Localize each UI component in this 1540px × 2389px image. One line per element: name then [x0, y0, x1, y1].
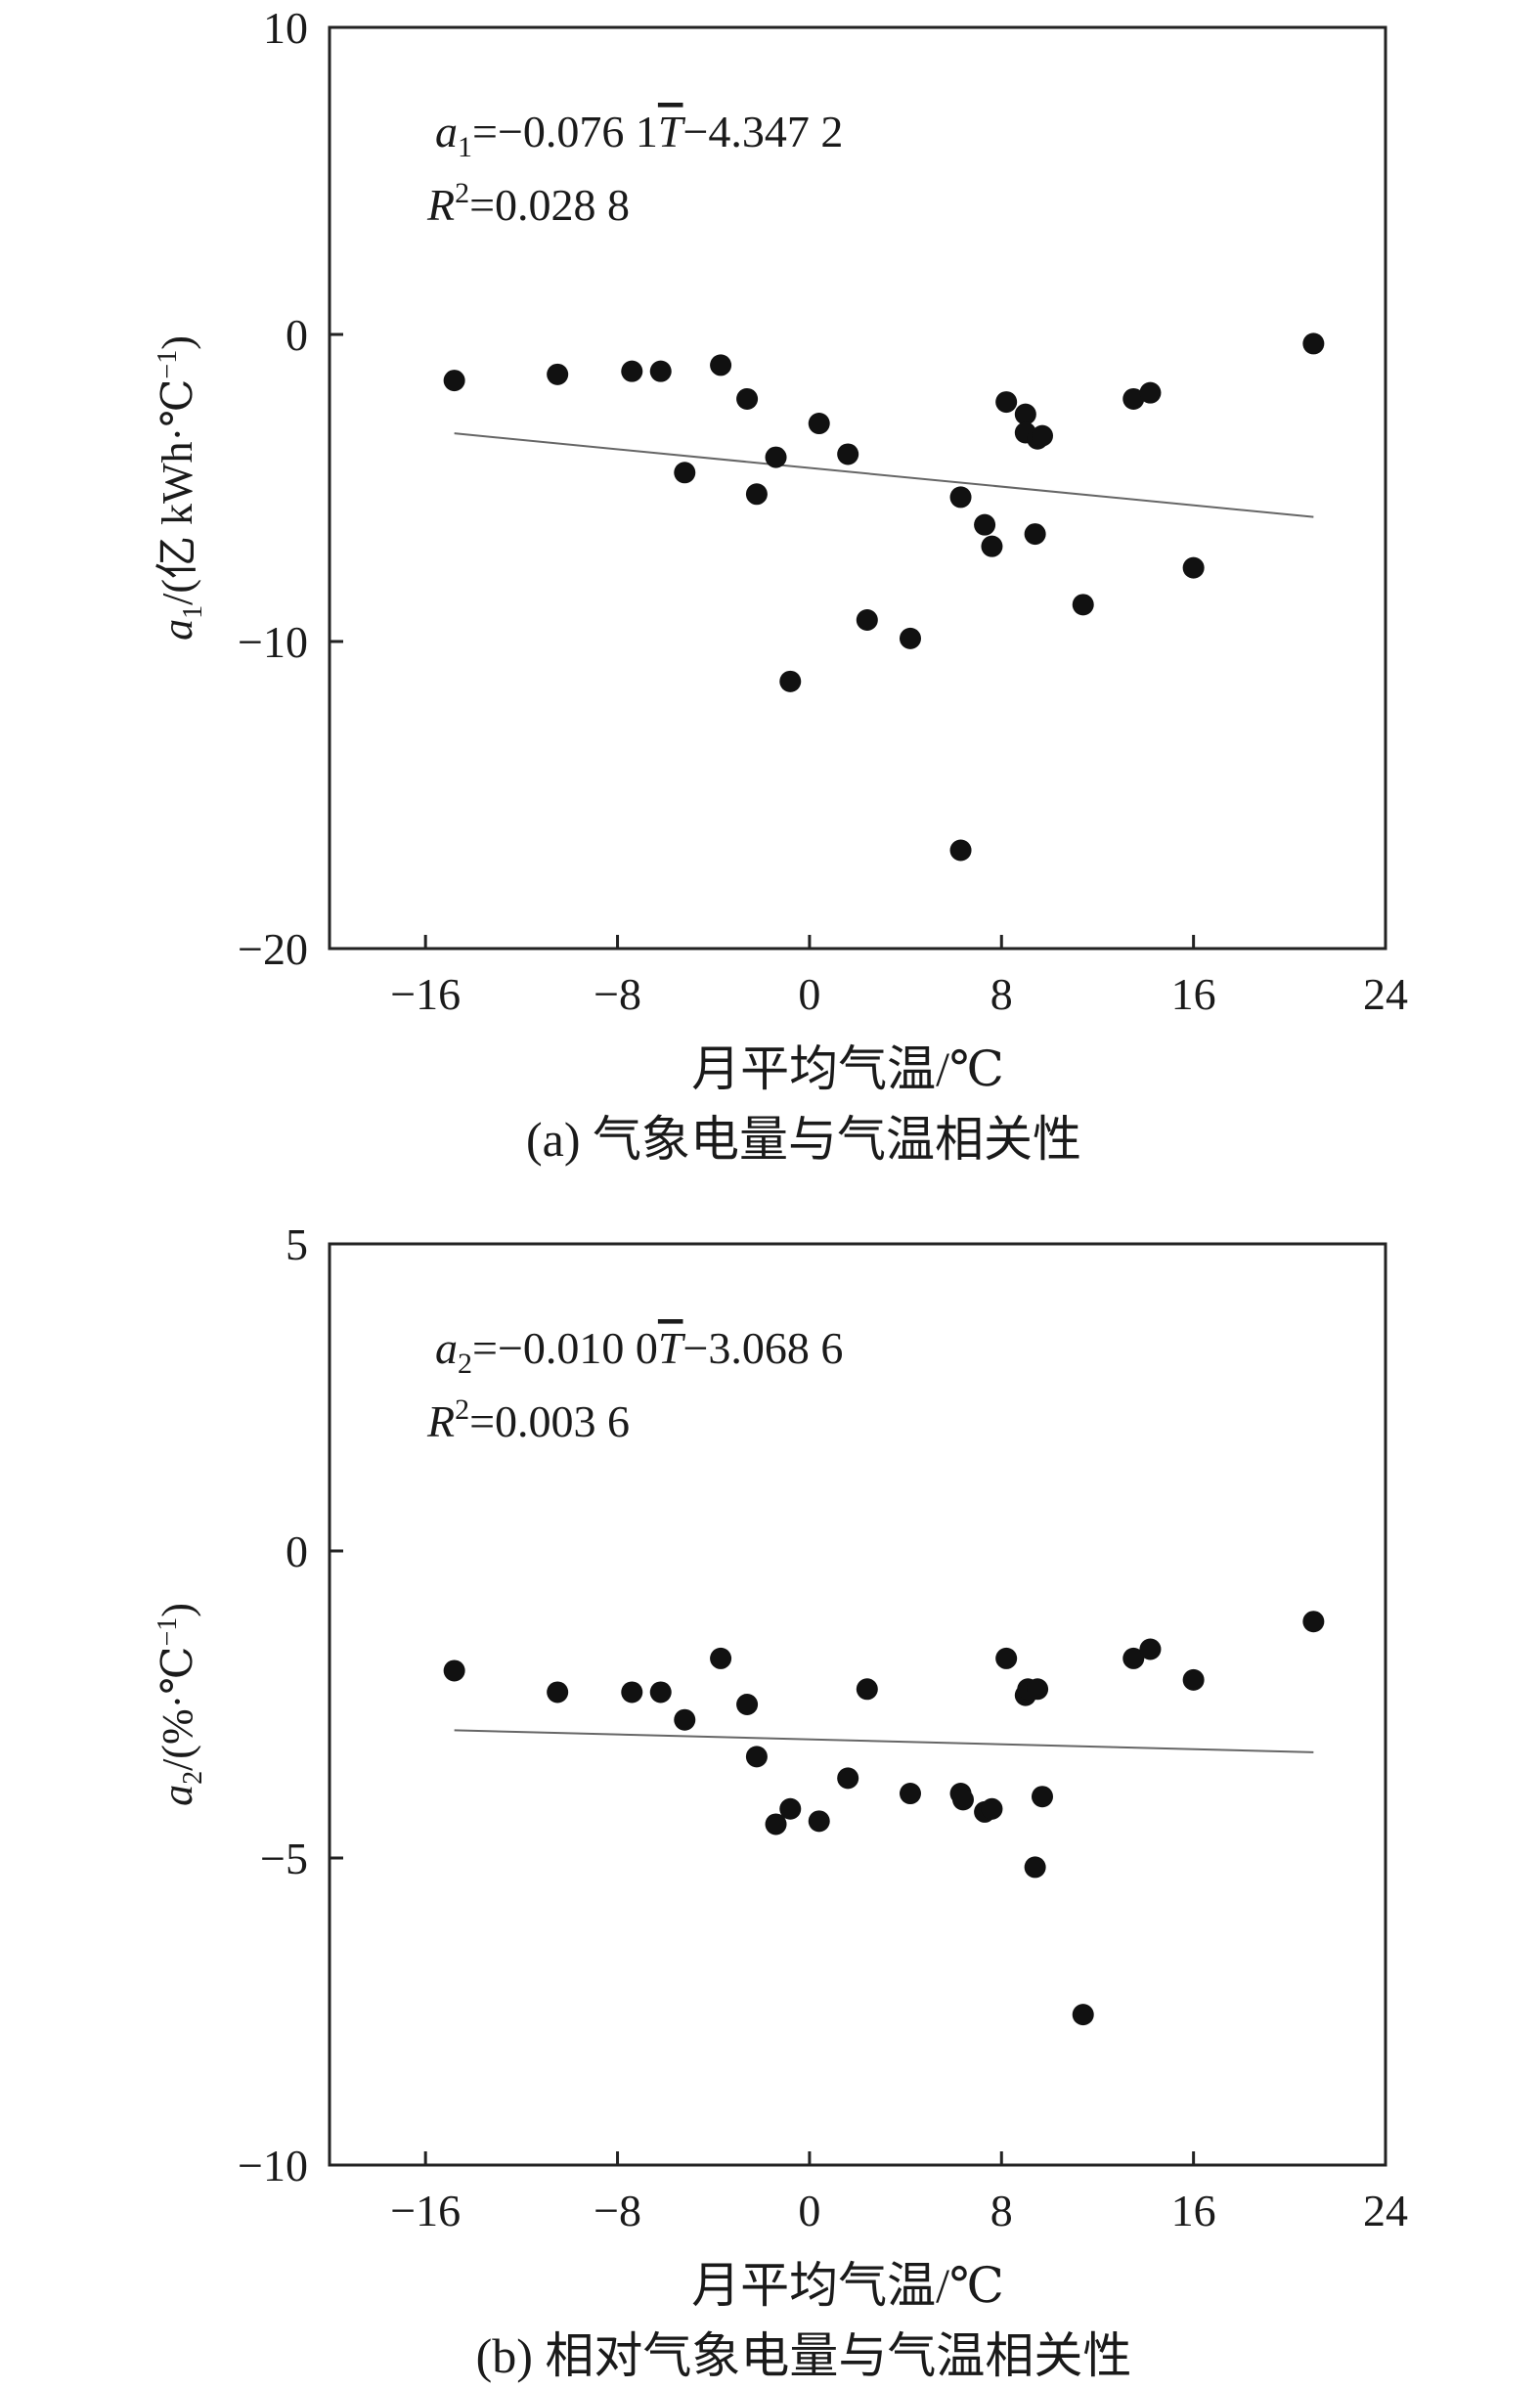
- data-point: [995, 391, 1018, 414]
- data-point: [900, 627, 921, 649]
- data-point: [808, 413, 830, 435]
- x-tick-label: 16: [1171, 2186, 1216, 2235]
- y-tick-label: −10: [238, 2141, 308, 2190]
- chart-panel-a: −16 −8 0 8 16 24 10 0 −10 −20 a1=−0.076 1T−4.347 2…: [153, 3, 1408, 1167]
- chart-panel-b: −16 −8 0 8 16 24 5 0 −5 −10 a2=−0.010 0T−3.068 6 R2…: [153, 1219, 1408, 2383]
- data-point: [900, 1783, 921, 1805]
- data-point: [1024, 1856, 1046, 1879]
- data-point: [547, 363, 569, 385]
- data-point: [856, 609, 878, 632]
- data-point: [1182, 1668, 1205, 1691]
- x-tick-label: −16: [390, 2186, 461, 2235]
- data-point: [1024, 523, 1046, 546]
- y-tick-label: 0: [286, 1526, 308, 1576]
- y-tick-label: 5: [286, 1219, 308, 1269]
- data-point: [1032, 1786, 1053, 1808]
- data-point: [1122, 387, 1145, 410]
- x-tick-label: 24: [1363, 969, 1408, 1019]
- data-point: [952, 1789, 974, 1811]
- data-point: [779, 1797, 802, 1820]
- data-point: [649, 360, 672, 382]
- x-tick-label: −8: [594, 2186, 641, 2235]
- data-point: [1139, 381, 1162, 404]
- data-point: [745, 483, 768, 506]
- data-point: [710, 354, 732, 376]
- data-point: [745, 1746, 768, 1768]
- y-axis-label: a1/(亿 kWh·℃−1): [153, 335, 208, 641]
- data-point: [981, 535, 1003, 557]
- data-point: [949, 486, 972, 509]
- data-point: [981, 1797, 1003, 1820]
- y-axis-label: a2/(%·℃−1): [153, 1603, 208, 1806]
- data-point: [995, 1647, 1018, 1669]
- data-point: [1302, 1611, 1325, 1633]
- x-tick-label: 24: [1363, 2186, 1408, 2235]
- x-tick-label: 8: [990, 969, 1013, 1019]
- data-point: [837, 1767, 859, 1790]
- data-point: [974, 513, 996, 536]
- y-tick-label: 0: [286, 310, 308, 360]
- data-point: [1302, 332, 1325, 355]
- x-axis-label: 月平均气温/℃: [691, 2258, 1004, 2313]
- data-point: [1032, 424, 1053, 447]
- data-point: [736, 1694, 759, 1715]
- data-point: [1072, 594, 1094, 616]
- data-point: [1182, 556, 1205, 579]
- r-squared: R2=0.028 8: [426, 177, 630, 230]
- data-point: [1014, 403, 1036, 425]
- y-tick-label: −5: [260, 1834, 308, 1883]
- data-point: [674, 462, 696, 484]
- x-tick-label: 0: [798, 969, 820, 1019]
- x-tick-label: 16: [1171, 969, 1216, 1019]
- data-point: [736, 387, 759, 410]
- data-point: [1122, 1647, 1145, 1669]
- x-tick-label: −16: [390, 969, 461, 1019]
- fit-line: [454, 1729, 1314, 1753]
- data-point: [443, 1659, 465, 1682]
- data-point: [765, 446, 787, 468]
- data-point: [808, 1810, 830, 1833]
- data-point: [856, 1678, 878, 1701]
- figure-caption: (a) 气象电量与气温相关性: [526, 1112, 1081, 1167]
- y-tick-label: −20: [238, 924, 308, 974]
- data-point: [779, 670, 802, 692]
- data-point: [1072, 2004, 1094, 2026]
- data-point: [443, 370, 465, 392]
- data-point: [649, 1681, 672, 1703]
- figure-caption: (b) 相对气象电量与气温相关性: [476, 2328, 1132, 2383]
- data-point: [1027, 1678, 1049, 1701]
- data-point: [765, 1813, 787, 1836]
- x-tick-label: −8: [594, 969, 641, 1019]
- regression-equation: a2=−0.010 0T−3.068 6: [435, 1323, 843, 1380]
- plot-frame: [328, 1242, 1387, 2167]
- fit-line: [454, 432, 1314, 518]
- regression-equation: a1=−0.076 1T−4.347 2: [435, 107, 843, 163]
- x-axis-label: 月平均气温/℃: [691, 1041, 1004, 1096]
- r-squared: R2=0.003 6: [426, 1394, 630, 1446]
- plot-frame: [328, 25, 1387, 951]
- data-point: [1139, 1638, 1162, 1660]
- data-point: [710, 1647, 732, 1669]
- y-tick-label: 10: [263, 3, 308, 53]
- x-tick-label: 8: [990, 2186, 1013, 2235]
- data-point: [837, 443, 859, 465]
- data-point: [621, 360, 643, 382]
- x-tick-label: 0: [798, 2186, 820, 2235]
- data-point: [621, 1681, 643, 1703]
- y-tick-label: −10: [238, 617, 308, 667]
- data-point: [674, 1708, 696, 1731]
- data-point: [949, 839, 972, 862]
- data-point: [547, 1681, 569, 1703]
